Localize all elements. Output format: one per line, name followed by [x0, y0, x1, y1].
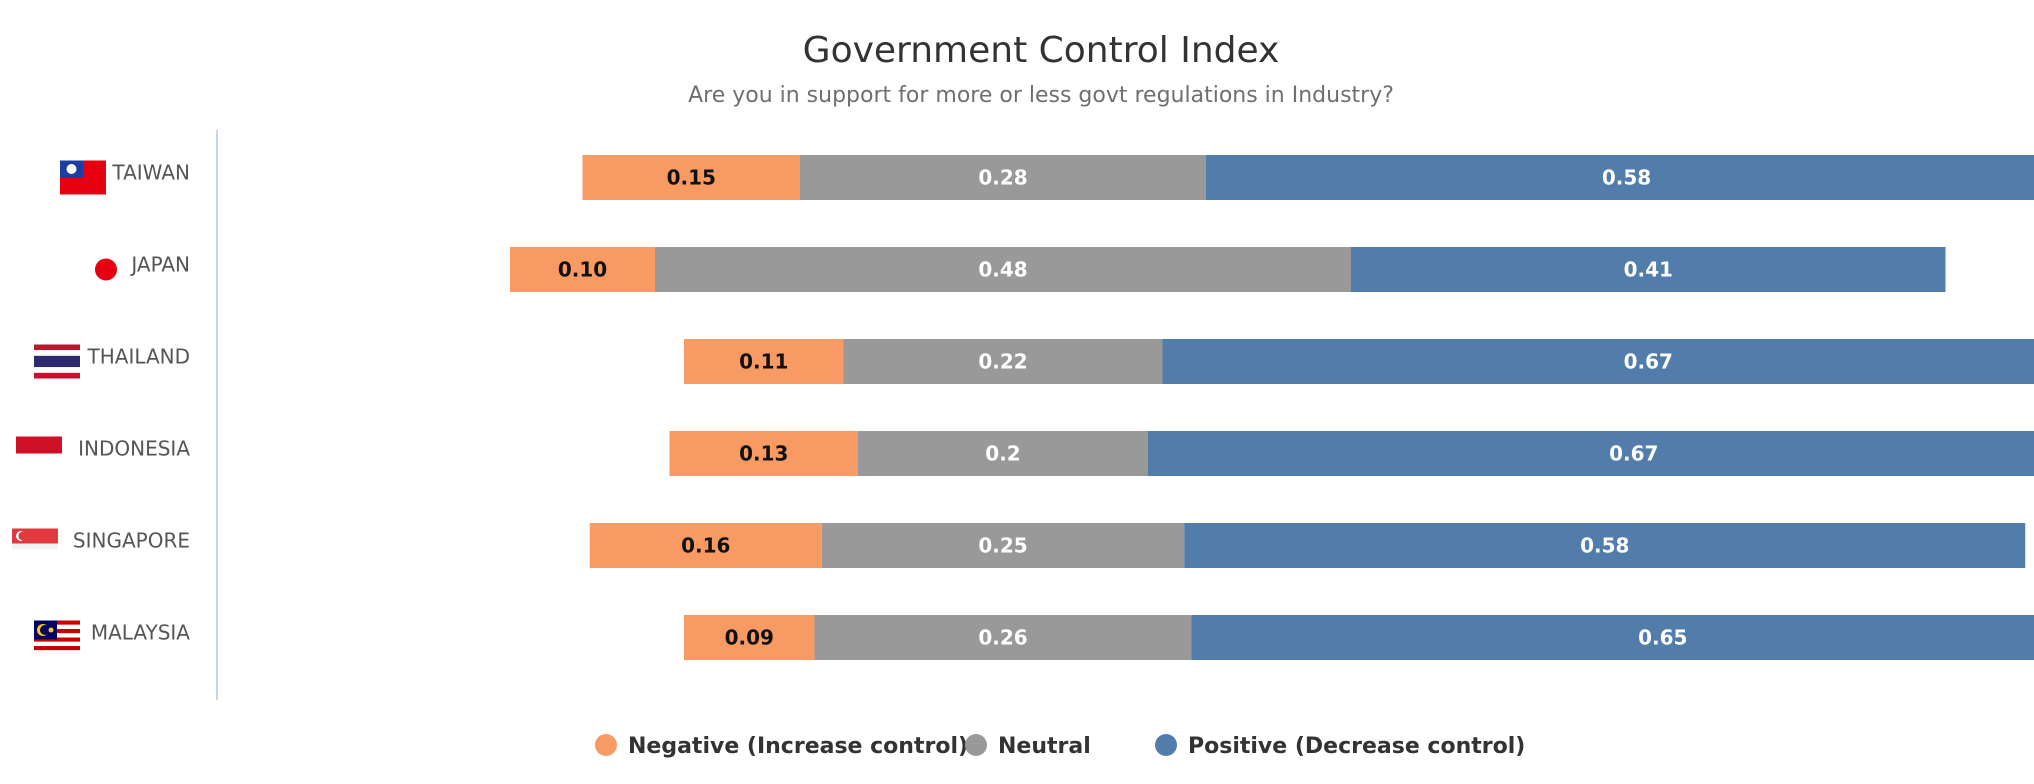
value-label-taiwan-neutral: 0.28 [978, 166, 1027, 190]
indonesia-flag-icon [16, 436, 62, 454]
bar-japan-negative-increase-control [510, 247, 655, 292]
chart-subtitle: Are you in support for more or less govt… [688, 83, 1394, 108]
bar-indonesia-neutral [858, 431, 1148, 476]
value-label-singapore-negative-increase-control: 0.16 [681, 534, 730, 558]
category-label-singapore: SINGAPORE [73, 529, 190, 553]
legend: Negative (Increase control) Neutral Positi… [595, 734, 1525, 759]
bar-taiwan-positive-decrease-control [1206, 155, 2034, 200]
value-label-japan-positive-decrease-control: 0.41 [1624, 258, 1673, 282]
value-label-singapore-positive-decrease-control: 0.58 [1580, 534, 1629, 558]
legend-item-negative-increase-control[interactable]: Negative (Increase control) [595, 734, 968, 759]
chart-title: Government Control Index [803, 30, 1280, 71]
bar-singapore-negative-increase-control [589, 523, 822, 568]
value-label-malaysia-neutral: 0.26 [978, 626, 1027, 650]
value-label-japan-neutral: 0.48 [978, 258, 1027, 282]
category-label-thailand: THAILAND [87, 345, 190, 369]
value-label-indonesia-positive-decrease-control: 0.67 [1609, 442, 1658, 466]
legend-marker-positive-decrease-control [1155, 734, 1177, 756]
bar-taiwan-neutral [800, 155, 1206, 200]
legend-label-negative-increase-control: Negative (Increase control) [628, 734, 968, 759]
taiwan-flag-icon [60, 160, 106, 195]
value-label-thailand-positive-decrease-control: 0.67 [1624, 350, 1673, 374]
category-label-indonesia: INDONESIA [78, 437, 190, 461]
value-label-taiwan-negative-increase-control: 0.15 [667, 166, 716, 190]
value-label-thailand-negative-increase-control: 0.11 [739, 350, 788, 374]
bar-taiwan-negative-increase-control [582, 155, 800, 200]
thailand-flag-icon [34, 344, 80, 379]
flags-group [12, 160, 117, 655]
malaysia-flag-icon [34, 620, 80, 655]
bar-indonesia-positive-decrease-control [1148, 431, 2034, 476]
bars-group [510, 155, 2034, 660]
value-label-indonesia-negative-increase-control: 0.13 [739, 442, 788, 466]
bar-japan-positive-decrease-control [1351, 247, 1946, 292]
value-label-malaysia-positive-decrease-control: 0.65 [1638, 626, 1687, 650]
value-label-indonesia-neutral: 0.2 [985, 442, 1020, 466]
value-label-japan-negative-increase-control: 0.10 [558, 258, 607, 282]
bar-thailand-positive-decrease-control [1162, 339, 2034, 384]
bar-indonesia-negative-increase-control [669, 431, 858, 476]
labels-group: 0.15 0.28 0.58 TAIWAN 0.10 0.48 0.41 JAPAN 0.11 0… [73, 161, 1688, 650]
legend-marker-neutral [965, 734, 987, 756]
legend-item-positive-decrease-control[interactable]: Positive (Decrease control) [1155, 734, 1525, 759]
value-label-taiwan-positive-decrease-control: 0.58 [1602, 166, 1651, 190]
japan-flag-icon [95, 258, 117, 281]
legend-item-neutral[interactable]: Neutral [965, 734, 1091, 759]
category-label-japan: JAPAN [129, 253, 190, 277]
bar-singapore-positive-decrease-control [1184, 523, 2026, 568]
value-label-thailand-neutral: 0.22 [978, 350, 1027, 374]
singapore-flag-icon [12, 528, 58, 550]
bar-thailand-neutral [843, 339, 1163, 384]
legend-label-positive-decrease-control: Positive (Decrease control) [1188, 734, 1525, 759]
value-label-singapore-neutral: 0.25 [978, 534, 1027, 558]
legend-label-neutral: Neutral [998, 734, 1091, 759]
bar-singapore-neutral [821, 523, 1185, 568]
value-label-malaysia-negative-increase-control: 0.09 [725, 626, 774, 650]
category-label-malaysia: MALAYSIA [91, 621, 190, 645]
bar-malaysia-positive-decrease-control [1191, 615, 2034, 660]
bar-japan-neutral [655, 247, 1351, 292]
bar-malaysia-neutral [814, 615, 1192, 660]
legend-marker-negative-increase-control [595, 734, 617, 756]
category-label-taiwan: TAIWAN [111, 161, 190, 185]
bar-thailand-negative-increase-control [684, 339, 844, 384]
bar-malaysia-negative-increase-control [684, 615, 815, 660]
